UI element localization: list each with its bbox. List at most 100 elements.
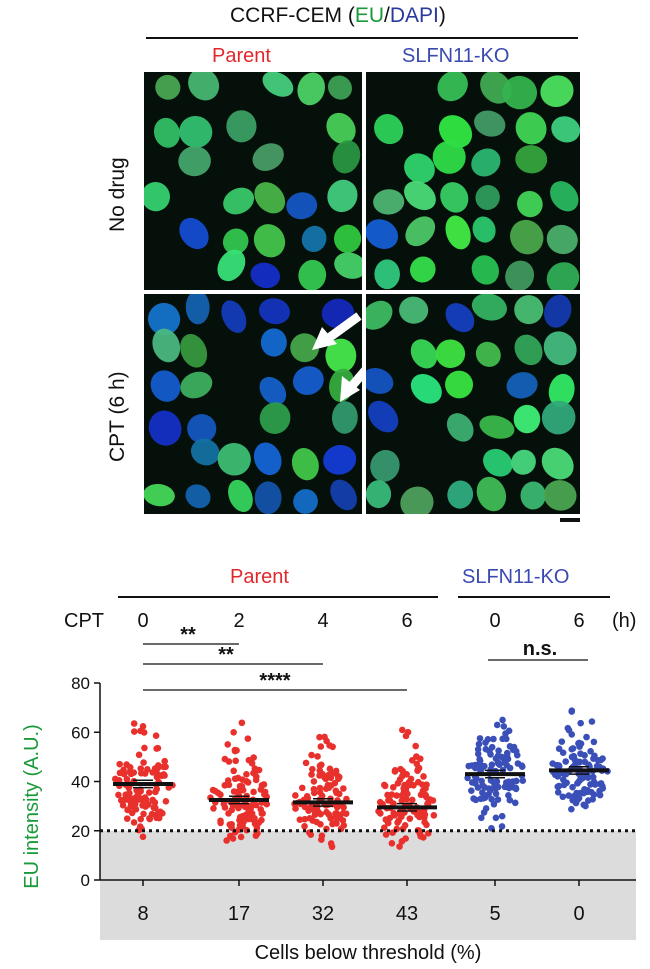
data-point (145, 801, 152, 808)
data-point (493, 721, 501, 729)
cell-nucleus (510, 219, 544, 255)
data-point (149, 769, 156, 776)
data-point (217, 819, 224, 827)
data-point (301, 822, 308, 830)
cell-nucleus (226, 110, 257, 143)
cell-nucleus (188, 72, 220, 101)
data-point (139, 802, 146, 809)
data-point (306, 814, 314, 822)
cell-nucleus (446, 413, 474, 442)
data-point (382, 831, 390, 838)
data-point (588, 718, 596, 725)
data-point (239, 812, 247, 820)
data-point (474, 746, 482, 753)
data-point (568, 731, 576, 738)
data-point (488, 761, 496, 769)
cell-nucleus (438, 115, 473, 148)
cell-nucleus (262, 72, 294, 97)
cell-nucleus (259, 376, 287, 405)
data-point (130, 728, 138, 735)
data-point (128, 809, 136, 817)
cell-nucleus (447, 480, 474, 509)
data-point (115, 791, 122, 799)
data-point (388, 840, 396, 847)
data-point (555, 745, 563, 752)
data-point (500, 723, 508, 730)
cell-nucleus (544, 294, 572, 328)
data-point (396, 843, 403, 850)
cell-nucleus (144, 181, 170, 212)
data-point (492, 790, 500, 798)
data-point (381, 782, 389, 790)
cell-nucleus (445, 215, 471, 250)
arrow-icon (312, 312, 362, 350)
data-point (302, 759, 310, 767)
data-point (478, 814, 485, 822)
data-point (137, 815, 145, 823)
data-point (139, 833, 147, 841)
data-point (308, 771, 315, 778)
cell-nucleus (546, 224, 578, 255)
data-point (224, 741, 232, 748)
data-point (580, 773, 588, 781)
row-label-cpt: CPT (6 h) (106, 371, 129, 462)
data-point (565, 792, 573, 799)
data-point (559, 793, 567, 801)
data-point (499, 716, 506, 724)
data-point (325, 784, 333, 792)
cell-nucleus (437, 72, 468, 102)
data-point (316, 762, 324, 770)
group-label-parent: Parent (230, 566, 289, 588)
data-point (399, 767, 407, 775)
cell-nucleus (505, 260, 535, 290)
y-tick-label: 80 (71, 674, 90, 693)
data-point (250, 769, 257, 777)
cell-nucleus (331, 401, 358, 434)
data-point (116, 769, 124, 777)
data-point (555, 762, 563, 769)
significance-label: **** (259, 670, 290, 692)
data-point (390, 809, 398, 817)
data-point (482, 739, 489, 746)
data-point (237, 833, 245, 841)
cell-nucleus (185, 484, 211, 509)
data-point (583, 788, 591, 796)
data-point (230, 729, 237, 736)
data-point (301, 815, 309, 823)
cell-nucleus (474, 110, 506, 137)
cell-nucleus (185, 294, 210, 325)
data-point (519, 777, 527, 784)
cell-nucleus (253, 224, 286, 258)
data-point (559, 776, 567, 784)
data-point (292, 805, 299, 812)
y-axis-label: EU intensity (A.U.) (21, 724, 43, 888)
data-point (468, 787, 475, 794)
data-point (311, 811, 319, 818)
data-point (137, 787, 144, 795)
data-point (414, 767, 421, 775)
data-point (388, 791, 396, 798)
y-tick-label: 0 (81, 871, 90, 890)
data-point (140, 759, 147, 766)
data-point (316, 733, 323, 741)
cell-nucleus (330, 479, 357, 511)
cell-nucleus (179, 115, 213, 148)
data-point (298, 784, 306, 792)
data-point (485, 791, 492, 798)
data-point (576, 743, 583, 750)
data-point (562, 758, 570, 765)
cell-nucleus (476, 476, 507, 512)
data-point (123, 775, 131, 783)
data-point (238, 719, 246, 727)
data-point (328, 843, 336, 851)
cell-nucleus (250, 262, 281, 289)
data-point (340, 785, 347, 792)
data-point (244, 779, 252, 786)
cell-nucleus (483, 448, 513, 477)
cpt-hours-label: 6 (401, 610, 412, 632)
cell-nucleus (517, 190, 543, 218)
cell-nucleus (293, 489, 318, 514)
cell-nucleus (221, 300, 247, 333)
data-point (263, 800, 271, 808)
data-point (313, 818, 320, 826)
